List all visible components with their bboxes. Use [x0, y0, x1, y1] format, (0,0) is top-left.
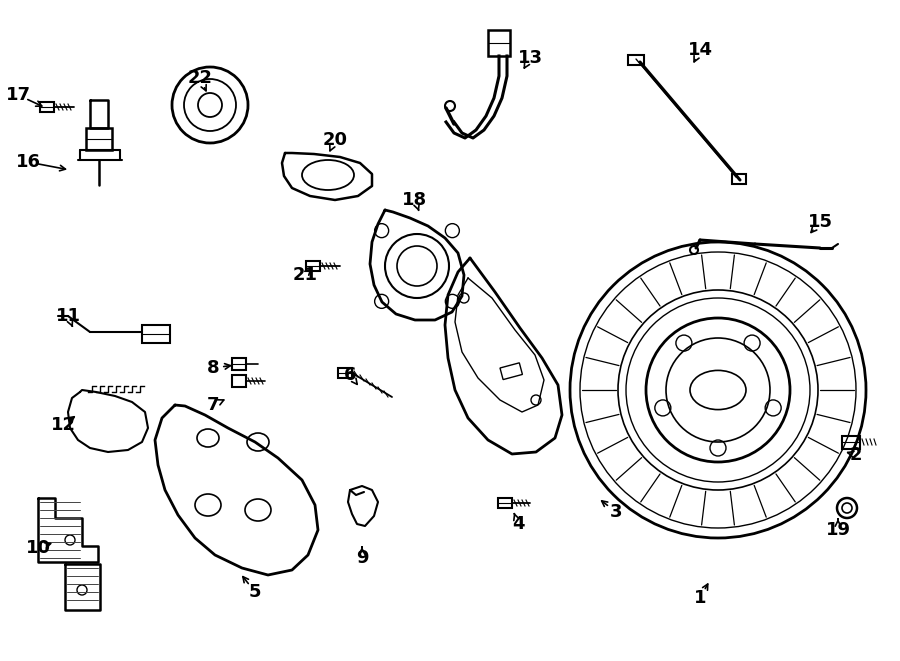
Bar: [232, 375, 246, 387]
Bar: [306, 261, 320, 271]
Bar: [842, 436, 860, 449]
Text: 17: 17: [5, 86, 31, 104]
Bar: [142, 325, 170, 343]
Text: 9: 9: [356, 549, 368, 567]
Bar: [40, 102, 54, 112]
Text: 14: 14: [688, 41, 713, 59]
Text: 7: 7: [207, 396, 220, 414]
Text: 18: 18: [402, 191, 428, 209]
Text: 4: 4: [512, 515, 524, 533]
Bar: [732, 174, 746, 184]
Bar: [628, 55, 644, 65]
Text: 13: 13: [518, 49, 543, 67]
Text: 3: 3: [610, 503, 622, 521]
Text: 10: 10: [25, 539, 50, 557]
Text: 16: 16: [15, 153, 40, 171]
Bar: [86, 128, 112, 150]
Bar: [488, 30, 510, 56]
Text: 8: 8: [207, 359, 220, 377]
Text: 1: 1: [694, 589, 706, 607]
Text: 6: 6: [344, 366, 356, 384]
Text: 21: 21: [292, 266, 318, 284]
Text: 11: 11: [56, 307, 80, 325]
Text: 15: 15: [807, 213, 833, 231]
Bar: [232, 358, 246, 370]
Bar: [338, 368, 352, 378]
Text: 5: 5: [248, 583, 261, 601]
Text: 2: 2: [850, 446, 862, 464]
Bar: [498, 498, 512, 508]
Bar: [500, 363, 522, 379]
Text: 12: 12: [50, 416, 76, 434]
Text: 20: 20: [322, 131, 347, 149]
Text: 22: 22: [187, 69, 212, 87]
Text: 19: 19: [825, 521, 850, 539]
